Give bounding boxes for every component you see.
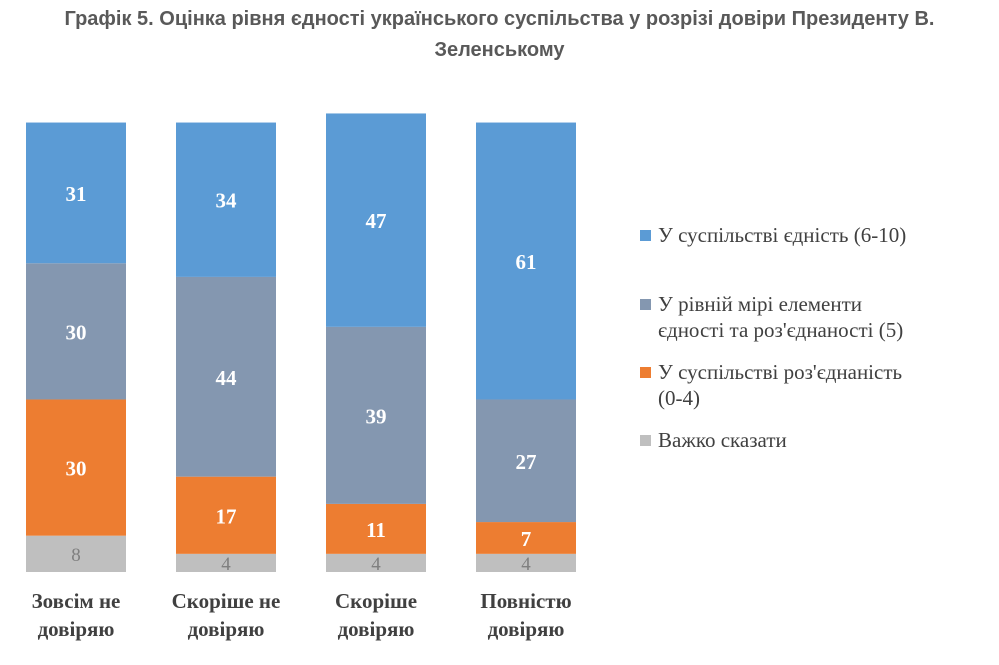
bar-segment-3-series-1 <box>326 553 426 572</box>
legend-label-1: У суспільстві єдність (6-10) <box>658 223 907 247</box>
bar-segment-3-series-2 <box>326 503 426 554</box>
bar-segment-1-series-3 <box>26 263 126 400</box>
legend-swatch-3 <box>640 367 651 378</box>
data-label-4-series-2: 7 <box>521 527 532 551</box>
data-label-1-series-4: 31 <box>66 182 87 206</box>
bar-segment-3-series-4 <box>326 113 426 327</box>
bar-segment-2-series-2 <box>176 476 276 554</box>
bar-segment-2-series-1 <box>176 553 276 572</box>
bar-segment-2-series-4 <box>176 122 276 277</box>
data-label-3-series-1: 4 <box>371 554 381 575</box>
data-label-3-series-3: 39 <box>366 404 387 428</box>
legend-swatch-1 <box>640 230 651 241</box>
bar-segment-4-series-1 <box>476 553 576 572</box>
chart-title-line-2: Зеленському <box>434 39 565 61</box>
legend-label-3: У суспільстві роз'єднаність (0-4) <box>658 360 903 410</box>
x-tick-label-3: Скоріше довіряю <box>335 589 417 641</box>
data-label-4-series-4: 61 <box>516 250 537 274</box>
bar-segment-1-series-4 <box>26 122 126 264</box>
data-label-2-series-2: 17 <box>216 504 237 528</box>
data-label-2-series-3: 44 <box>216 366 238 390</box>
bar-segment-4-series-4 <box>476 122 576 400</box>
bar-segment-1-series-2 <box>26 399 126 536</box>
data-label-1-series-3: 30 <box>66 320 87 344</box>
data-label-4-series-1: 4 <box>521 554 531 575</box>
bar-segment-4-series-3 <box>476 399 576 523</box>
legend-swatch-2 <box>640 299 651 310</box>
bar-segment-1-series-1 <box>26 535 126 572</box>
data-label-2-series-4: 34 <box>216 189 238 213</box>
legend-swatch-4 <box>640 435 651 446</box>
x-tick-label-2: Скоріше не довіряю <box>172 589 281 641</box>
data-label-4-series-3: 27 <box>516 450 537 474</box>
x-tick-label-4: Повністю довіряю <box>480 589 571 641</box>
legend-label-4: Важко сказати <box>658 428 787 452</box>
data-label-3-series-4: 47 <box>366 209 387 233</box>
bar-segment-2-series-3 <box>176 276 276 477</box>
bar-segment-4-series-2 <box>476 522 576 554</box>
chart-title: Графік 5. Оцінка рівня єдності українськ… <box>0 4 999 66</box>
bar-segment-3-series-3 <box>326 326 426 504</box>
data-label-1-series-1: 8 <box>71 545 81 566</box>
chart-title-line-1: Графік 5. Оцінка рівня єдності українськ… <box>64 8 935 30</box>
legend-label-2: У рівній мірі елементи єдності та роз'єдн… <box>658 292 904 342</box>
data-label-1-series-2: 30 <box>66 457 87 481</box>
x-tick-label-1: Зовсім не довіряю <box>32 589 121 641</box>
data-label-3-series-2: 11 <box>366 518 386 542</box>
data-label-2-series-1: 4 <box>221 554 231 575</box>
